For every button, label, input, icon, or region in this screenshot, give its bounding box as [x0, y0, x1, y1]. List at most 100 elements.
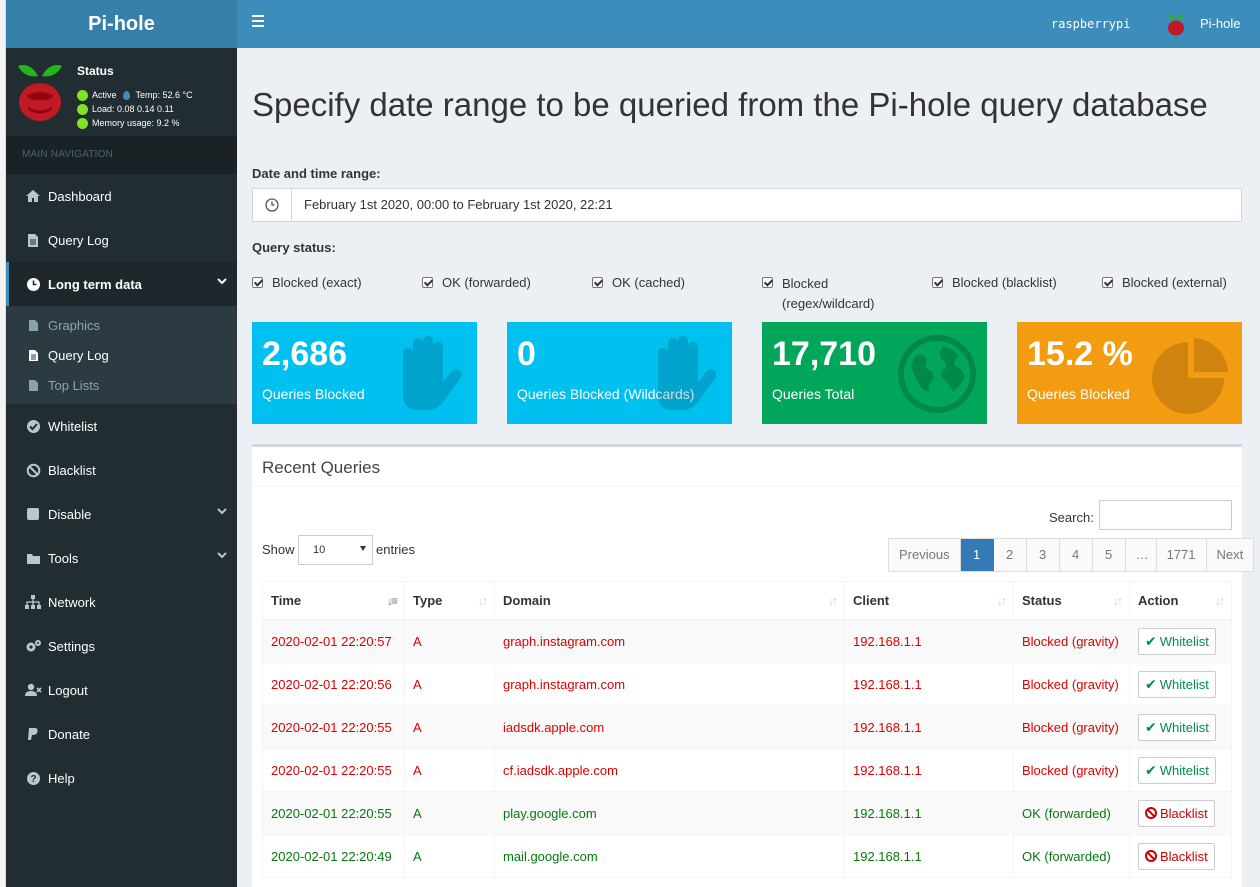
cell-status: OK (forwarded) [1013, 791, 1130, 835]
whitelist-button[interactable]: ✔ Whitelist [1138, 670, 1216, 698]
entries-value: 10 [313, 544, 326, 556]
whitelist-button[interactable]: ✔ Whitelist [1138, 713, 1216, 741]
globe-icon [898, 335, 976, 413]
checkbox[interactable] [422, 277, 433, 288]
column-action[interactable]: Action ↓↑ [1129, 581, 1232, 621]
hand-icon [658, 336, 717, 410]
sidebar-item-long-term-data[interactable]: Long term data [6, 262, 237, 306]
pagination-page-4[interactable]: 4 [1059, 539, 1093, 571]
date-range-input[interactable]: February 1st 2020, 00:00 to February 1st… [252, 188, 1242, 222]
blacklist-button[interactable]: Blacklist [1138, 842, 1215, 870]
filter-blocked-external[interactable]: Blocked (external) [1102, 274, 1227, 292]
sidebar-item-disable[interactable]: Disable [6, 492, 237, 536]
sidebar-item-query-log[interactable]: Query Log [6, 218, 237, 262]
sort-icon: ↓↑ [1215, 594, 1225, 608]
entries-select[interactable]: 10 [298, 535, 373, 565]
queries-table: Time ↓≡ Type ↓↑ Domain ↓↑ Client ↓↑ Status ↓↑… [262, 581, 1232, 878]
cell-type: A [404, 748, 495, 792]
column-domain[interactable]: Domain ↓↑ [494, 581, 845, 621]
filter-blocked-exact[interactable]: Blocked (exact) [252, 274, 362, 292]
pagination-next[interactable]: Next [1206, 539, 1254, 571]
status-panel: Status Active Temp: 52.6 °C Load: 0.08 0… [6, 48, 237, 136]
sidebar-item-tools[interactable]: Tools [6, 536, 237, 580]
status-load-line: Load: 0.08 0.14 0.11 [77, 102, 193, 116]
sidebar-item-dashboard[interactable]: Dashboard [6, 174, 237, 218]
cell-time: 2020-02-01 22:20:56 [262, 662, 405, 706]
file-icon [24, 377, 42, 393]
hostname: raspberrypi [1051, 17, 1131, 31]
folder-icon [24, 550, 42, 566]
temperature-icon [122, 90, 130, 100]
pagination-previous[interactable]: Previous [889, 539, 961, 571]
pihole-logo-icon[interactable] [1167, 12, 1185, 36]
filter-label: Blocked (blacklist) [952, 275, 1057, 290]
pagination-page-5[interactable]: 5 [1092, 539, 1126, 571]
sidebar-item-settings[interactable]: Settings [6, 624, 237, 668]
sidebar-item-query-log-longterm[interactable]: Query Log [6, 340, 237, 370]
checkbox[interactable] [762, 277, 773, 288]
cell-domain: graph.instagram.com [494, 619, 845, 663]
sidebar-item-network[interactable]: Network [6, 580, 237, 624]
sidebar-item-label: Long term data [48, 276, 142, 292]
sidebar-item-logout[interactable]: Logout [6, 668, 237, 712]
show-label: Show [262, 542, 295, 557]
pagination-page-3[interactable]: 3 [1026, 539, 1060, 571]
whitelist-button[interactable]: ✔ Whitelist [1138, 756, 1216, 784]
cell-domain: cf.iadsdk.apple.com [494, 748, 845, 792]
pagination-page-2[interactable]: 2 [993, 539, 1027, 571]
cell-client: 192.168.1.1 [844, 834, 1014, 878]
checkbox[interactable] [1102, 277, 1113, 288]
cell-status: Blocked (gravity) [1013, 662, 1130, 706]
sidebar-item-donate[interactable]: Donate [6, 712, 237, 756]
svg-text:?: ? [30, 774, 36, 785]
brand-logo[interactable]: Pi-hole [6, 0, 237, 48]
cell-time: 2020-02-01 22:20:55 [262, 791, 405, 835]
cell-domain: graph.instagram.com [494, 662, 845, 706]
chevron-down-icon [217, 276, 227, 288]
whitelist-button[interactable]: ✔ Whitelist [1138, 627, 1216, 655]
pagination: Previous 1 2 3 4 5 … 1771 Next [888, 538, 1255, 572]
sidebar-item-graphics[interactable]: Graphics [6, 310, 237, 340]
search-label: Search: [1049, 510, 1094, 525]
cell-client: 192.168.1.1 [844, 791, 1014, 835]
chevron-down-icon [217, 550, 227, 562]
search-input[interactable] [1099, 500, 1232, 530]
column-status[interactable]: Status ↓↑ [1013, 581, 1130, 621]
column-time[interactable]: Time ↓≡ [262, 581, 405, 621]
filter-ok-cached[interactable]: OK (cached) [592, 274, 685, 292]
stat-box-percent-blocked: 15.2 % Queries Blocked [1017, 322, 1242, 424]
entries-label: entries [376, 542, 416, 557]
pagination-page-last[interactable]: 1771 [1156, 539, 1207, 571]
pagination-page-1[interactable]: 1 [960, 539, 994, 571]
sidebar-item-label: Top Lists [48, 377, 100, 393]
user-menu[interactable]: Pi-hole [1200, 16, 1241, 31]
check-circle-icon [24, 418, 42, 434]
blacklist-button[interactable]: Blacklist [1138, 799, 1215, 827]
checkbox[interactable] [932, 277, 943, 288]
sidebar-item-label: Dashboard [48, 188, 112, 204]
sidebar-item-blacklist[interactable]: Blacklist [6, 448, 237, 492]
status-active-line: Active Temp: 52.6 °C [77, 88, 193, 102]
sidebar-item-label: Query Log [48, 347, 109, 363]
sidebar-item-whitelist[interactable]: Whitelist [6, 404, 237, 448]
table-row: 2020-02-01 22:20:56 A graph.instagram.co… [262, 662, 1232, 706]
gears-icon [24, 638, 42, 654]
checkbox[interactable] [252, 277, 263, 288]
stat-caption: Queries Blocked [262, 386, 365, 402]
sidebar-item-help[interactable]: ? Help [6, 756, 237, 800]
sidebar-item-label: Help [48, 770, 75, 786]
ban-icon [24, 462, 42, 478]
cell-type: A [404, 791, 495, 835]
checkbox[interactable] [592, 277, 603, 288]
cell-client: 192.168.1.1 [844, 662, 1014, 706]
column-client[interactable]: Client ↓↑ [844, 581, 1014, 621]
status-active: Active [92, 90, 117, 100]
filter-ok-forwarded[interactable]: OK (forwarded) [422, 274, 531, 292]
filter-blocked-blacklist[interactable]: Blocked (blacklist) [932, 274, 1057, 292]
column-type[interactable]: Type ↓↑ [404, 581, 495, 621]
filter-blocked-regex[interactable]: Blocked (regex/wildcard) [762, 274, 882, 314]
sidebar-item-top-lists[interactable]: Top Lists [6, 370, 237, 400]
sort-icon: ↓↑ [828, 594, 838, 608]
sidebar-item-label: Blacklist [48, 462, 96, 478]
sidebar-toggle-icon[interactable] [252, 15, 264, 27]
